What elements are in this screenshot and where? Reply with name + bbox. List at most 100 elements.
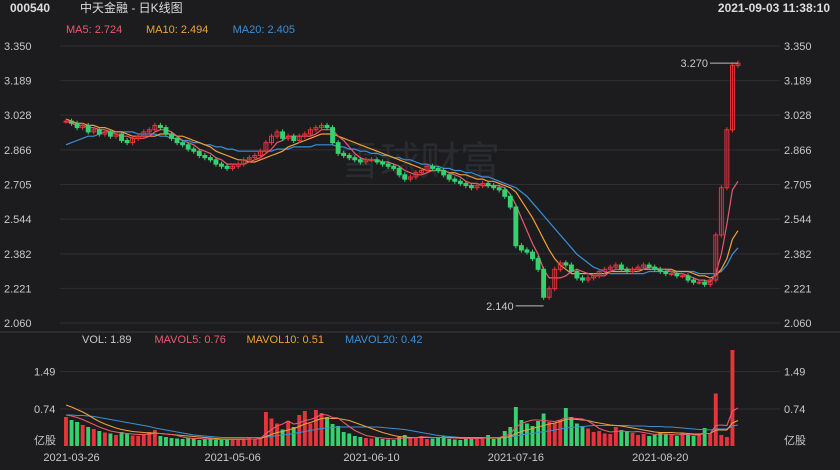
volume-bar	[430, 438, 435, 446]
volume-bar	[724, 437, 729, 446]
volume-bar	[719, 435, 724, 446]
volume-bar	[441, 436, 446, 446]
chart-title: 中天金融 - 日K线图	[80, 0, 183, 15]
candle-body	[357, 159, 363, 163]
volume-bar	[491, 439, 496, 446]
volume-bar	[686, 435, 690, 446]
candle-body	[602, 268, 608, 272]
candle-body	[480, 182, 485, 187]
volume-bar	[647, 436, 652, 446]
volume-bar	[269, 418, 274, 446]
volume-bar	[519, 420, 524, 446]
price-legend: MA5: 2.724 MA10: 2.494 MA20: 2.405	[66, 24, 295, 36]
candle-body	[224, 165, 230, 169]
candle-body	[680, 275, 685, 278]
volume-bar	[563, 408, 568, 446]
candle-body	[646, 264, 652, 268]
volume-legend-ma5: MAVOL5: 0.76	[155, 334, 226, 346]
candle-body	[174, 137, 180, 144]
volume-ma-lines	[65, 404, 739, 441]
price-tick-label-right: 2.060	[784, 318, 812, 330]
volume-tick-label-left: 1.49	[34, 367, 55, 379]
volume-bar	[375, 437, 379, 446]
volume-bar	[208, 439, 213, 446]
candle-body	[313, 127, 319, 131]
candle-body	[169, 133, 174, 139]
volume-bar	[386, 439, 391, 446]
price-tick-label-right: 2.221	[784, 283, 812, 295]
volume-bar	[580, 427, 585, 446]
volume-bar	[463, 438, 468, 446]
candle-body	[152, 124, 158, 131]
volume-bar	[280, 429, 285, 446]
volume-bar	[263, 412, 268, 446]
x-tick-label: 2021-05-06	[204, 452, 260, 464]
volume-grid	[60, 371, 780, 410]
volume-legend-vol: VOL: 1.89	[82, 334, 132, 346]
volume-bar	[114, 435, 118, 446]
candle-body	[146, 129, 152, 133]
candle-body	[280, 131, 286, 139]
volume-legend-ma10: MAVOL10: 0.51	[247, 334, 324, 346]
volume-bar	[608, 434, 613, 446]
volume-bar	[397, 437, 402, 446]
candle-body	[291, 135, 297, 141]
volume-bar	[147, 432, 152, 446]
candle-body	[296, 135, 302, 141]
price-tick-label-left: 2.544	[4, 214, 32, 226]
candle-body	[252, 155, 258, 159]
price-tick-label-right: 2.705	[784, 180, 812, 192]
volume-bar	[591, 432, 596, 446]
candle-body	[596, 270, 602, 277]
volume-bar	[214, 440, 218, 446]
volume-bar	[369, 438, 374, 446]
volume-bar	[475, 438, 479, 446]
volume-bar	[452, 439, 457, 446]
volume-bar	[436, 438, 441, 446]
candle-body	[585, 277, 591, 281]
volume-bar	[130, 435, 135, 446]
candle-body	[341, 152, 347, 157]
candles	[63, 60, 741, 300]
volume-bar	[536, 421, 541, 446]
volume-bar	[302, 411, 307, 446]
candle-body	[263, 142, 269, 152]
volume-bar	[91, 429, 96, 446]
volume-bar	[69, 420, 74, 446]
volume-bar	[425, 439, 429, 446]
volume-bar	[447, 439, 452, 446]
volume-bar	[175, 438, 180, 446]
price-tick-label-left: 3.350	[4, 41, 32, 53]
candle-body	[418, 170, 424, 174]
candle-body	[219, 163, 224, 167]
volume-unit-left: 亿股	[34, 434, 56, 447]
candle-body	[396, 167, 402, 176]
volume-tick-label-right: 0.74	[784, 404, 805, 416]
candle-body	[557, 262, 563, 270]
candle-body	[568, 264, 574, 272]
annotation-label: 2.140	[486, 301, 514, 313]
volume-bar	[319, 413, 324, 446]
legend-ma5: MA5: 2.724	[66, 24, 122, 36]
candle-body	[630, 268, 635, 272]
candle-body	[391, 165, 397, 169]
volume-bar	[613, 427, 618, 446]
volume-bar	[225, 440, 230, 446]
volume-bar	[330, 424, 335, 446]
candle-body	[196, 150, 202, 157]
volume-bar	[252, 438, 257, 446]
volume-bar	[230, 439, 235, 446]
volume-bar	[730, 350, 735, 446]
volume-bar	[158, 436, 163, 446]
volume-bar	[641, 434, 646, 446]
candle-body	[230, 165, 236, 169]
volume-bar	[180, 439, 185, 446]
volume-bar	[136, 436, 141, 446]
candle-body	[507, 195, 513, 208]
volume-bar	[352, 436, 357, 446]
volume-bar	[502, 431, 507, 446]
candle-body	[491, 185, 497, 189]
volume-bar	[108, 433, 113, 446]
volume-bar	[247, 438, 252, 446]
candle-body	[63, 120, 69, 123]
